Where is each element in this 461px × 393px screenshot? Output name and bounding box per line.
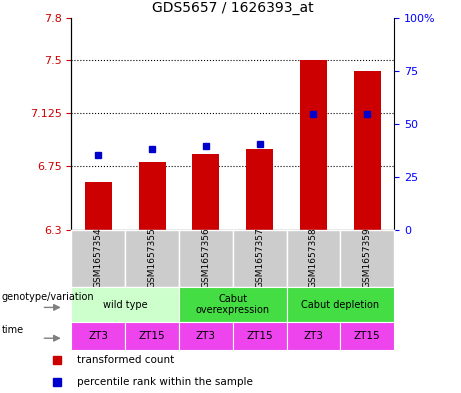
Bar: [85, 182, 112, 230]
Text: GSM1657357: GSM1657357: [255, 227, 264, 288]
Text: GSM1657358: GSM1657358: [309, 227, 318, 288]
Text: GSM1657355: GSM1657355: [148, 227, 157, 288]
Text: genotype/variation: genotype/variation: [1, 292, 94, 302]
Text: ZT3: ZT3: [196, 331, 216, 341]
Bar: [300, 60, 327, 230]
Text: transformed count: transformed count: [77, 355, 175, 365]
Text: GSM1657359: GSM1657359: [363, 227, 372, 288]
Bar: [354, 72, 381, 230]
Text: wild type: wild type: [103, 299, 148, 310]
Text: Cabut
overexpression: Cabut overexpression: [196, 294, 270, 315]
Text: GSM1657354: GSM1657354: [94, 227, 103, 288]
Bar: [139, 162, 165, 230]
Text: ZT15: ZT15: [246, 331, 273, 341]
Text: ZT3: ZT3: [89, 331, 108, 341]
Text: ZT15: ZT15: [139, 331, 165, 341]
Title: GDS5657 / 1626393_at: GDS5657 / 1626393_at: [152, 1, 313, 15]
Text: Cabut depletion: Cabut depletion: [301, 299, 379, 310]
Text: ZT15: ZT15: [354, 331, 381, 341]
Text: time: time: [1, 325, 24, 335]
Text: ZT3: ZT3: [303, 331, 324, 341]
Bar: [193, 154, 219, 230]
Text: percentile rank within the sample: percentile rank within the sample: [77, 377, 254, 387]
Bar: [246, 149, 273, 230]
Text: GSM1657356: GSM1657356: [201, 227, 210, 288]
